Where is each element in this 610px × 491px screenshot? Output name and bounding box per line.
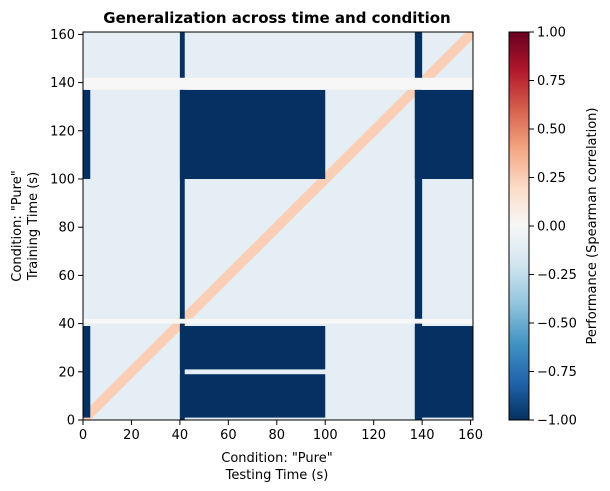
- y-tick-label: 160: [50, 28, 75, 43]
- colorbar-tick-label: −0.25: [537, 268, 577, 283]
- colorbar-tick-label: 0.75: [537, 74, 566, 89]
- y-tick-label: 80: [58, 221, 75, 236]
- heatmap: [83, 32, 473, 420]
- plot-frame: [82, 31, 474, 421]
- colorbar-tick-label: −1.00: [537, 414, 577, 429]
- y-tick-label: 20: [58, 365, 75, 380]
- colorbar-label: Performance (Spearman correlation): [585, 108, 600, 345]
- x-tick-label: 80: [269, 428, 286, 443]
- heatmap-region-6: [414, 32, 423, 420]
- heatmap-diagonal: [83, 32, 473, 420]
- x-tick-label: 140: [410, 428, 435, 443]
- y-tick-label: 40: [58, 317, 75, 332]
- x-tick-label: 0: [79, 428, 87, 443]
- heatmap-region-8: [83, 326, 91, 418]
- x-tick-label: 60: [220, 428, 237, 443]
- colorbar-ticks: 1.00 0.75 0.50 0.25 0.00 −0.25 −0.50 −0.75 −1.00: [529, 26, 577, 429]
- colorbar-tick-label: 0.50: [537, 123, 566, 138]
- x-tick-label: 160: [458, 428, 483, 443]
- heatmap-region-3: [414, 326, 473, 418]
- x-axis-label-line1: Condition: "Pure": [221, 451, 332, 466]
- y-axis-label-line2: Training Time (s): [26, 172, 41, 281]
- x-axis-label-line2: Testing Time (s): [225, 468, 329, 483]
- y-tick-label: 60: [58, 269, 75, 284]
- x-tick-label: 100: [313, 428, 338, 443]
- x-axis-ticks: 0 20 40 60 80 100 120 140 160: [79, 420, 483, 443]
- y-tick-label: 100: [50, 173, 75, 188]
- heatmap-region-9: [83, 318, 473, 324]
- colorbar-tick-label: 0.00: [537, 220, 566, 235]
- x-tick-label: 20: [123, 428, 140, 443]
- heatmap-region-4: [414, 89, 473, 180]
- colorbar: [508, 31, 530, 421]
- y-tick-label: 0: [67, 414, 75, 429]
- x-tick-label: 40: [172, 428, 189, 443]
- heatmap-region-5: [179, 32, 185, 420]
- heatmap-region-7: [83, 89, 91, 180]
- heatmap-region-0: [179, 374, 326, 418]
- colorbar-tick-label: 0.25: [537, 171, 566, 186]
- y-tick-label: 120: [50, 124, 75, 139]
- colorbar-tick-label: −0.75: [537, 365, 577, 380]
- y-axis-ticks: 0 20 40 60 80 100 120 140 160: [50, 28, 83, 429]
- x-tick-label: 120: [361, 428, 386, 443]
- colorbar-tick-label: 1.00: [537, 26, 566, 41]
- chart-title: Generalization across time and condition: [103, 9, 450, 27]
- y-tick-label: 140: [50, 76, 75, 91]
- y-axis-label-line1: Condition: "Pure": [10, 170, 25, 281]
- heatmap-region-10: [83, 77, 473, 90]
- heatmap-region-1: [179, 326, 326, 370]
- colorbar-tick-label: −0.50: [537, 317, 577, 332]
- heatmap-region-2: [179, 89, 326, 180]
